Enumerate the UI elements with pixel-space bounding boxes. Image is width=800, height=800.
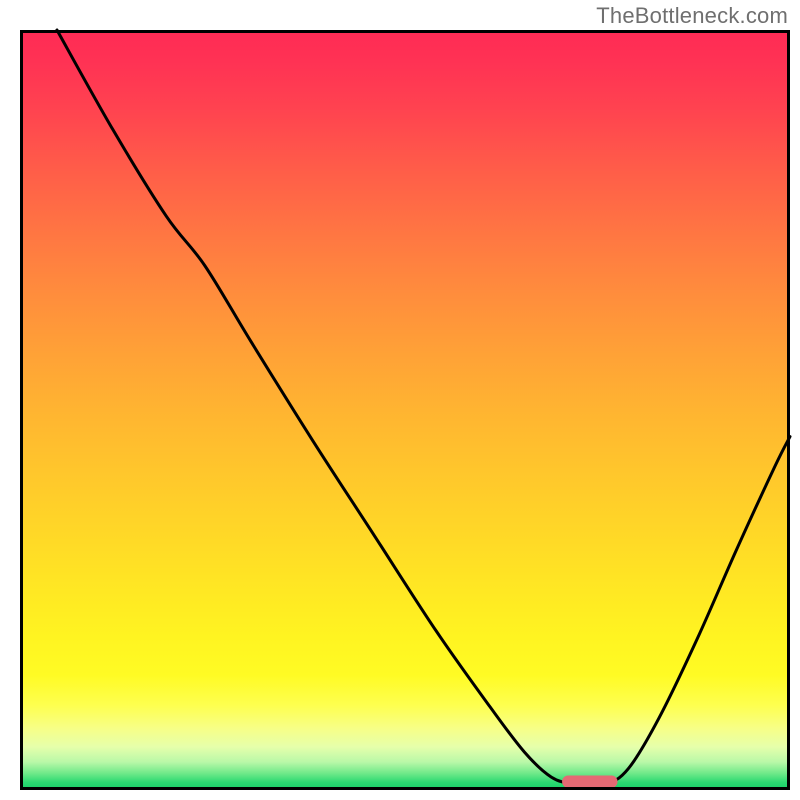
plot-area — [22, 30, 791, 789]
watermark-text: TheBottleneck.com — [596, 3, 788, 29]
chart-container: TheBottleneck.com — [0, 0, 800, 800]
bottleneck-chart — [0, 0, 800, 800]
heatmap-background — [22, 32, 789, 789]
optimal-marker — [562, 776, 617, 788]
